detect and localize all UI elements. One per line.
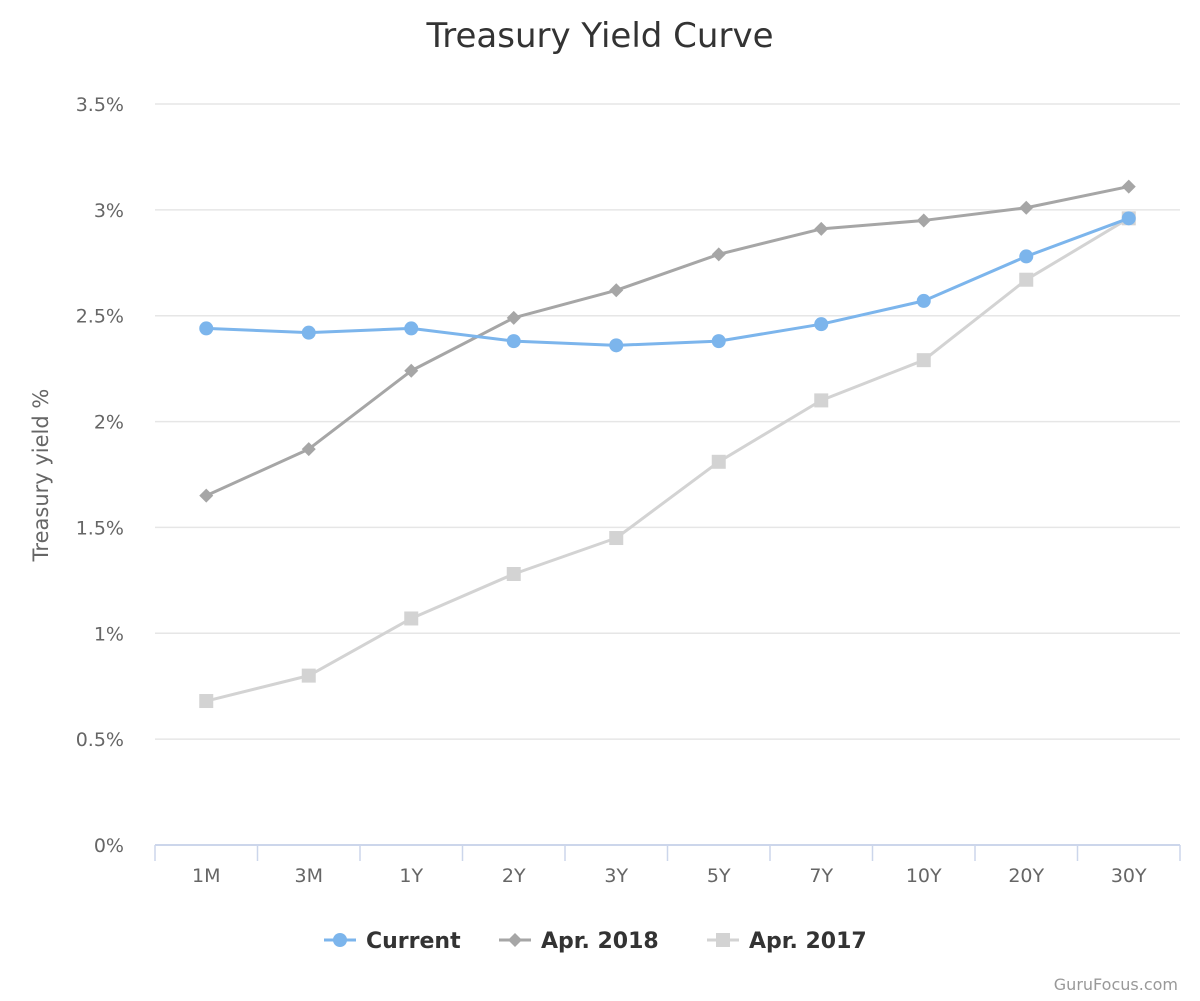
data-point-current bbox=[1019, 249, 1034, 264]
data-point-current bbox=[609, 338, 624, 353]
data-point-current bbox=[814, 317, 829, 332]
data-point-apr-2018 bbox=[404, 363, 419, 378]
legend-label: Current bbox=[366, 929, 461, 954]
data-point-apr-2017 bbox=[814, 393, 829, 408]
y-tick-label: 2% bbox=[94, 412, 124, 434]
series-layer bbox=[199, 179, 1136, 709]
y-tick-label: 1% bbox=[94, 623, 124, 645]
data-point-apr-2017 bbox=[916, 353, 931, 368]
data-point-apr-2018 bbox=[1121, 179, 1136, 194]
data-point-apr-2017 bbox=[609, 531, 624, 546]
data-point-current bbox=[711, 334, 726, 349]
y-tick-label: 3.5% bbox=[76, 94, 124, 116]
data-point-apr-2017 bbox=[199, 694, 214, 709]
data-point-apr-2017 bbox=[404, 611, 419, 626]
x-tick-label: 5Y bbox=[707, 865, 731, 887]
series-apr-2018 bbox=[199, 179, 1136, 503]
data-point-apr-2018 bbox=[609, 283, 624, 298]
series-line-apr-2017 bbox=[205, 217, 1130, 703]
y-tick-label: 1.5% bbox=[76, 517, 124, 539]
legend-label: Apr. 2018 bbox=[541, 929, 659, 954]
legend-marker bbox=[716, 933, 730, 947]
x-tick-label: 1Y bbox=[399, 865, 423, 887]
data-point-apr-2017 bbox=[506, 567, 521, 582]
data-point-apr-2018 bbox=[199, 488, 214, 503]
data-point-current bbox=[404, 321, 419, 336]
grid-lines bbox=[155, 103, 1180, 740]
series-current bbox=[199, 211, 1136, 353]
data-point-current bbox=[199, 321, 214, 336]
y-tick-label: 3% bbox=[94, 200, 124, 222]
y-tick-label: 0% bbox=[94, 835, 124, 857]
legend-item-apr-2017[interactable]: Apr. 2017 bbox=[707, 929, 867, 954]
x-tick-label: 2Y bbox=[502, 865, 526, 887]
x-tick-label: 10Y bbox=[906, 865, 942, 887]
series-apr-2017 bbox=[199, 211, 1136, 709]
y-tick-label: 0.5% bbox=[76, 729, 124, 751]
x-tick-label: 20Y bbox=[1008, 865, 1044, 887]
data-point-current bbox=[1121, 211, 1136, 226]
chart-title: Treasury Yield Curve bbox=[426, 16, 774, 56]
x-tick-label: 3Y bbox=[604, 865, 628, 887]
y-axis-title: Treasury yield % bbox=[29, 389, 53, 563]
data-point-apr-2017 bbox=[301, 668, 316, 683]
data-point-apr-2018 bbox=[301, 442, 316, 457]
data-point-apr-2018 bbox=[711, 247, 726, 262]
legend-item-current[interactable]: Current bbox=[324, 929, 461, 954]
x-tick-label: 3M bbox=[295, 865, 323, 887]
legend: Current Apr. 2018 Apr. 2017 bbox=[324, 929, 867, 954]
series-line-current bbox=[206, 216, 1130, 347]
legend-label: Apr. 2017 bbox=[749, 929, 867, 954]
data-point-current bbox=[301, 325, 316, 340]
x-axis: 1M 3M 1Y 2Y 3Y 5Y 7Y 10Y 20Y 30Y bbox=[154, 844, 1181, 887]
data-point-current bbox=[916, 293, 931, 308]
y-tick-label: 2.5% bbox=[76, 306, 124, 328]
data-point-apr-2018 bbox=[506, 310, 521, 325]
data-point-apr-2018 bbox=[1019, 200, 1034, 215]
legend-item-apr-2018[interactable]: Apr. 2018 bbox=[499, 929, 659, 954]
x-tick-label: 7Y bbox=[809, 865, 833, 887]
y-axis-ticks: 0% 0.5% 1% 1.5% 2% 2.5% 3% 3.5% bbox=[76, 94, 124, 857]
legend-marker bbox=[508, 933, 522, 947]
data-point-apr-2018 bbox=[814, 221, 829, 236]
data-point-current bbox=[506, 334, 521, 349]
series-line-apr-2018 bbox=[205, 185, 1130, 498]
data-point-apr-2017 bbox=[1019, 272, 1034, 287]
x-tick-label: 1M bbox=[192, 865, 220, 887]
x-tick-label: 30Y bbox=[1111, 865, 1147, 887]
credits-text[interactable]: GuruFocus.com bbox=[1054, 975, 1178, 994]
data-point-apr-2018 bbox=[916, 213, 931, 228]
legend-marker bbox=[333, 933, 347, 947]
data-point-apr-2017 bbox=[711, 454, 726, 469]
